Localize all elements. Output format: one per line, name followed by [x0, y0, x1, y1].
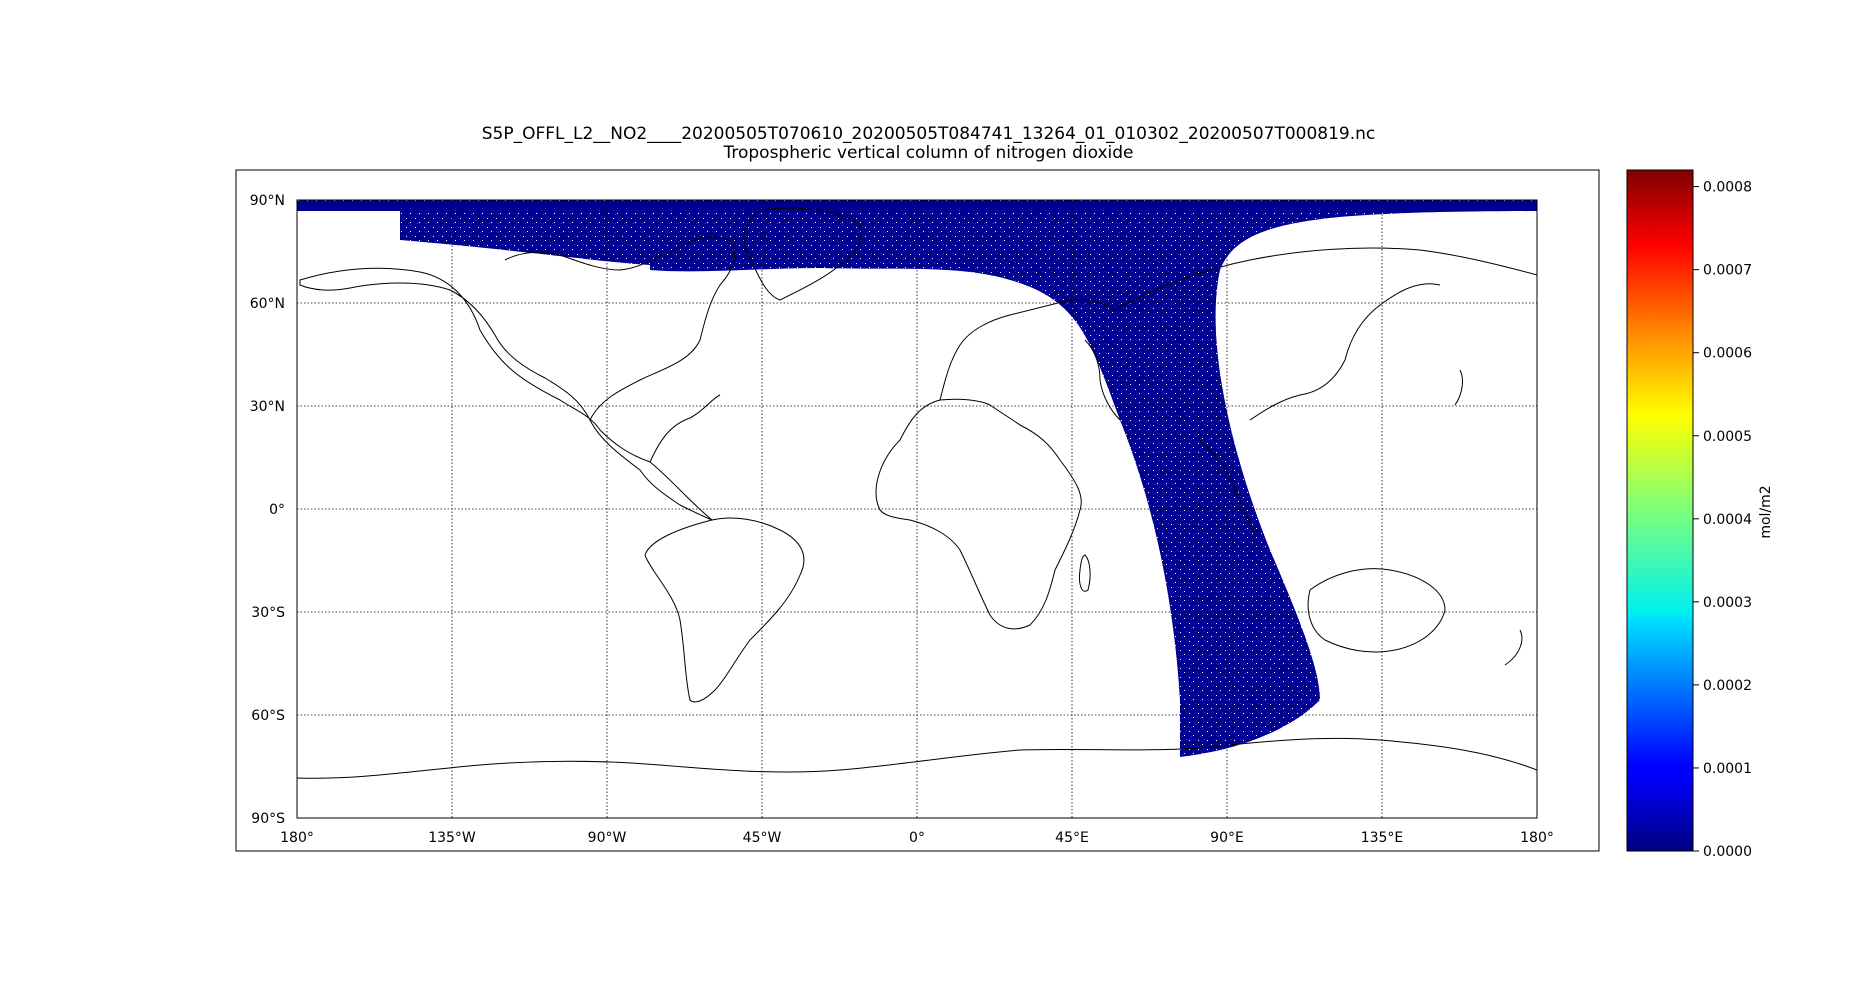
- longitude-tick-label: 180°: [1520, 830, 1554, 846]
- colorbar-tick-label: 0.0001: [1703, 761, 1752, 777]
- figure-subtitle: Tropospheric vertical column of nitrogen…: [723, 143, 1134, 163]
- colorbar-gradient: [1626, 169, 1694, 852]
- colorbar-tick-label: 0.0000: [1703, 844, 1752, 860]
- colorbar-tick-label: 0.0003: [1703, 595, 1752, 611]
- colorbar-tick-label: 0.0008: [1703, 180, 1752, 196]
- map-frame: [235, 169, 1600, 852]
- latitude-tick-label: 90°N: [250, 193, 285, 209]
- colorbar-tick-label: 0.0002: [1703, 678, 1752, 694]
- map-area: [297, 200, 1537, 818]
- colorbar-tick-label: 0.0006: [1703, 346, 1752, 362]
- longitude-tick-label: 0°: [909, 830, 925, 846]
- longitude-tick-label: 90°W: [588, 830, 627, 846]
- longitude-tick-label: 180°: [280, 830, 314, 846]
- colorbar-tick-label: 0.0005: [1703, 429, 1752, 445]
- colorbar-ticks: 0.0008 0.0007 0.0006 0.0005 0.0004 0.0003 0.00…: [1693, 180, 1752, 860]
- latitude-tick-label: 60°N: [250, 296, 285, 312]
- longitude-tick-label: 135°E: [1361, 830, 1404, 846]
- latitude-tick-label: 0°: [269, 502, 285, 518]
- latitude-tick-label: 90°S: [251, 811, 285, 827]
- colorbar-label: mol/m2: [1758, 485, 1774, 538]
- latitude-tick-label: 30°S: [251, 605, 285, 621]
- graticule: [297, 200, 1537, 818]
- longitude-tick-labels: 180° 135°W 90°W 45°W 0° 45°E 90°E 135°E 180°: [280, 830, 1554, 846]
- latitude-tick-labels: 90°N 60°N 30°N 0° 30°S 60°S 90°S: [250, 193, 285, 827]
- latitude-tick-label: 60°S: [251, 708, 285, 724]
- longitude-tick-label: 135°W: [428, 830, 476, 846]
- latitude-tick-label: 30°N: [250, 399, 285, 415]
- colorbar-tick-label: 0.0007: [1703, 263, 1752, 279]
- figure-title: S5P_OFFL_L2__NO2____20200505T070610_2020…: [481, 124, 1376, 144]
- longitude-tick-label: 90°E: [1210, 830, 1244, 846]
- colorbar: 0.0008 0.0007 0.0006 0.0005 0.0004 0.0003 0.00…: [1626, 169, 1774, 860]
- map-border: [296, 199, 1538, 819]
- coastlines: [297, 207, 1537, 779]
- colorbar-tick-label: 0.0004: [1703, 512, 1752, 528]
- longitude-tick-label: 45°E: [1055, 830, 1089, 846]
- longitude-tick-label: 45°W: [743, 830, 782, 846]
